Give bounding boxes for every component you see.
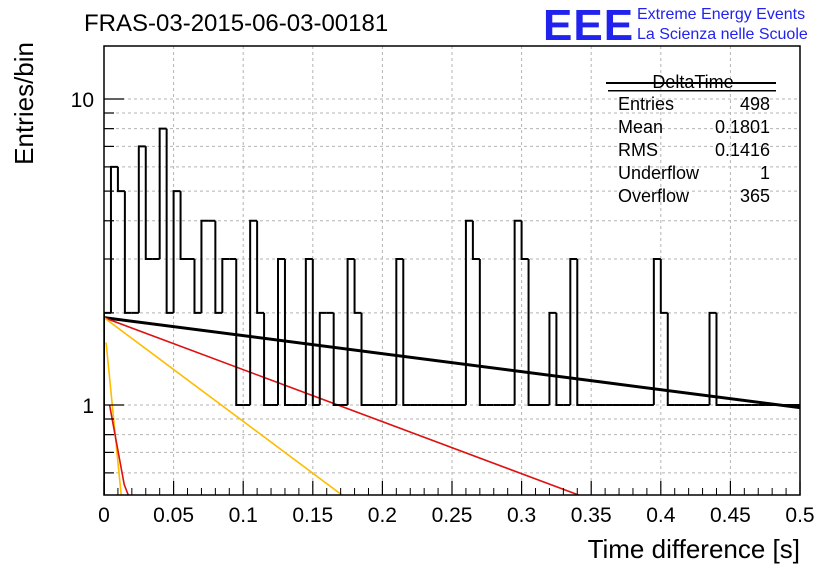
grid: [104, 46, 800, 495]
histogram-bin: [555, 312, 564, 406]
logo-line-2: La Scienza nelle Scuole: [637, 26, 808, 43]
histogram-bin: [576, 259, 585, 406]
histogram-bin: [158, 127, 167, 259]
histogram-bin: [304, 258, 313, 405]
histogram-bin: [402, 259, 411, 406]
x-tick-label: 0.35: [571, 504, 612, 527]
histogram-bin: [235, 259, 244, 406]
histogram-bin: [116, 166, 125, 193]
fit-line: [104, 316, 344, 495]
stats-value-mean: 0.1801: [715, 117, 770, 137]
histogram-bin: [478, 259, 487, 406]
histogram-series: [104, 127, 800, 495]
stats-label-entries: Entries: [618, 94, 674, 114]
histogram-bin: [715, 312, 724, 406]
stats-top-line: [606, 82, 776, 84]
fit-lines: [104, 316, 800, 495]
x-tick-label: 0.25: [432, 504, 473, 527]
fit-line: [104, 316, 800, 410]
histogram-bin: [311, 259, 320, 406]
stats-value-rms: 0.1416: [715, 140, 770, 160]
histogram-bin: [165, 128, 174, 314]
stats-label-underflow: Underflow: [618, 163, 700, 183]
histogram-bin: [179, 191, 188, 260]
histogram-bin: [263, 312, 272, 406]
x-tick-label: 0.5: [785, 504, 814, 527]
histogram-bin: [513, 219, 522, 405]
fit-line: [108, 404, 130, 495]
chart-title: FRAS-03-2015-06-03-00181: [84, 10, 388, 37]
x-tick-label: 0.45: [710, 504, 751, 527]
eee-logo: EEE Extreme Energy Events La Scienza nel…: [543, 1, 808, 50]
histogram-bin: [256, 220, 265, 314]
stats-title-underline: [608, 90, 776, 92]
x-tick-label: 0: [98, 504, 110, 527]
y-axis-title: Entries/bin: [9, 42, 39, 165]
histogram-bin: [527, 259, 536, 406]
histogram-bin: [144, 146, 153, 260]
histogram-bin: [395, 258, 404, 405]
x-tick-label: 0.05: [153, 504, 194, 527]
histogram-bin: [277, 258, 285, 405]
stats-label-mean: Mean: [618, 117, 663, 137]
histogram-bin: [221, 258, 230, 313]
x-axis-title: Time difference [s]: [588, 534, 800, 564]
y-tick-labels: 1 10: [71, 89, 94, 418]
histogram-bin: [652, 258, 661, 405]
histogram-bin: [464, 219, 473, 405]
histogram-bin: [172, 190, 181, 313]
histogram-bin: [471, 220, 480, 260]
histogram-bin: [332, 312, 341, 406]
histogram-bin: [318, 311, 327, 405]
histogram-bin: [123, 191, 132, 314]
fit-line: [105, 342, 122, 495]
histogram-bin: [708, 311, 717, 405]
histogram-bin: [249, 219, 258, 405]
stats-value-entries: 498: [740, 94, 770, 114]
y-tick-label: 10: [71, 89, 94, 112]
x-tick-labels: 0 0.05 0.1 0.15 0.2 0.25 0.3 0.35 0.4 0.45 0.5: [98, 504, 814, 527]
histogram-bin: [548, 311, 557, 405]
x-tick-label: 0.15: [292, 504, 333, 527]
statistics-box: DeltaTime Entries 498 Mean 0.1801 RMS 0.…: [606, 72, 776, 206]
stats-label-overflow: Overflow: [618, 186, 690, 206]
stats-value-underflow: 1: [760, 163, 770, 183]
fit-line: [104, 316, 581, 495]
logo-mark: EEE: [543, 1, 634, 50]
histogram-bin: [353, 259, 362, 314]
stats-label-rms: RMS: [618, 140, 658, 160]
histogram-bin: [137, 145, 146, 313]
logo-line-1: Extreme Energy Events: [637, 6, 805, 23]
x-tick-label: 0.1: [229, 504, 258, 527]
histogram-bin: [283, 259, 292, 406]
stats-title: DeltaTime: [652, 72, 733, 92]
stats-value-overflow: 365: [740, 186, 770, 206]
histogram-bin: [346, 258, 355, 405]
histogram-bin: [569, 258, 578, 405]
histogram-bin: [200, 219, 209, 313]
x-tick-label: 0.2: [368, 504, 397, 527]
x-tick-label: 0.3: [507, 504, 536, 527]
histogram-bin: [214, 220, 223, 314]
axis-ticks: [103, 98, 801, 495]
histogram-bin: [193, 259, 202, 314]
histogram-bin: [109, 165, 118, 313]
histogram-bin: [520, 220, 529, 260]
histogram-bin: [659, 259, 668, 314]
histogram-bin: [666, 312, 675, 406]
y-tick-label: 1: [82, 395, 94, 418]
histogram-bin: [104, 311, 111, 495]
histogram-bin: [360, 312, 369, 406]
x-tick-label: 0.4: [646, 504, 676, 527]
